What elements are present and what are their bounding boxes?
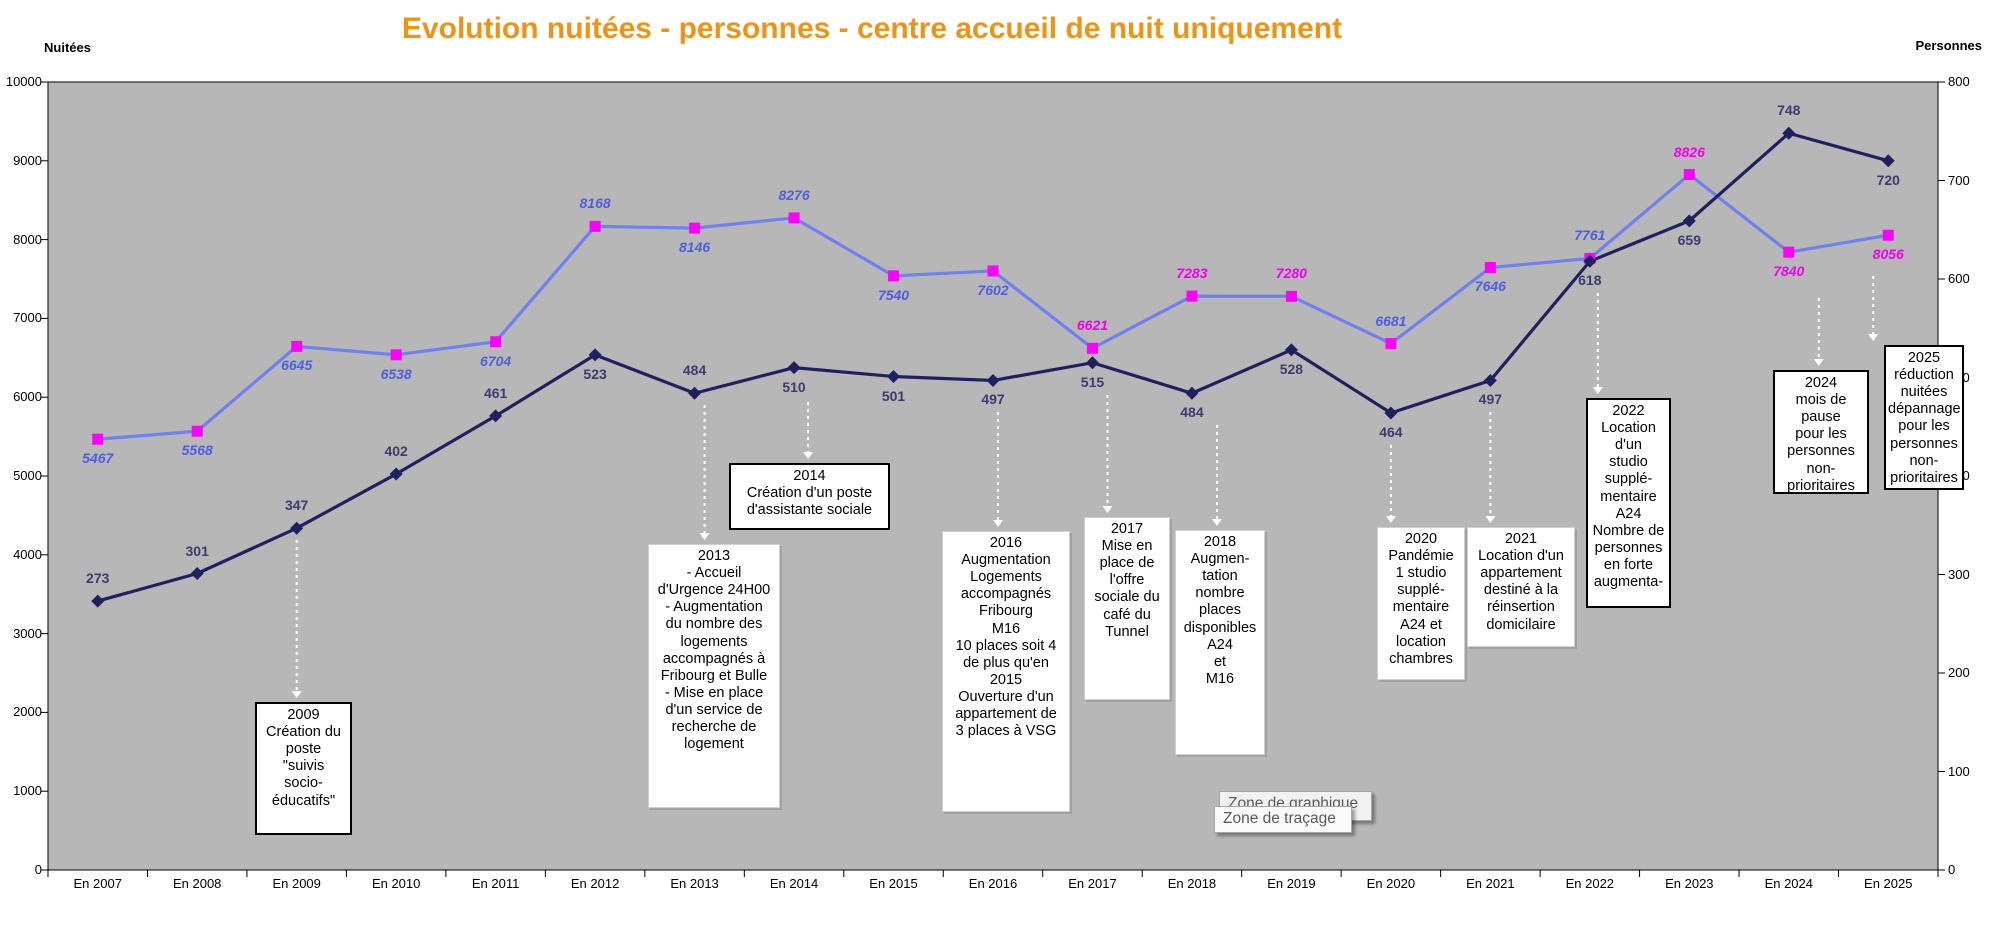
annotation-box[interactable]: 2020 Pandémie 1 studio supplé- mentaire … [1377, 527, 1465, 680]
right-axis-title: Personnes [1915, 38, 1982, 53]
annotation-box[interactable]: 2016 Augmentation Logements accompagnés … [942, 531, 1070, 812]
annotation-box[interactable]: 2025 réduction nuitées dépannage pour le… [1884, 345, 1964, 490]
annotation-box[interactable]: 2022 Location d'un studio supplé- mentai… [1586, 398, 1671, 608]
annotation-box[interactable]: 2021 Location d'un appartement destiné à… [1467, 527, 1575, 647]
annotation-box[interactable]: 2013 - Accueil d'Urgence 24H00 - Augment… [648, 544, 780, 808]
chart-title: Evolution nuitées - personnes - centre a… [401, 12, 1343, 45]
annotation-box[interactable]: 2024 mois de pause pour les personnes no… [1773, 370, 1869, 494]
annotation-box[interactable]: 2017 Mise en place de l'offre sociale du… [1084, 517, 1170, 700]
annotation-box[interactable]: 2018 Augmen- tation nombre places dispon… [1175, 530, 1265, 755]
annotation-box[interactable]: 2009 Création du poste "suivis socio- éd… [255, 702, 352, 835]
annotation-box[interactable]: 2014 Création d'un poste d'assistante so… [729, 463, 890, 530]
left-axis-title: Nuitées [44, 40, 91, 55]
tooltip-zone-de-tracage: Zone de traçage [1214, 806, 1352, 833]
